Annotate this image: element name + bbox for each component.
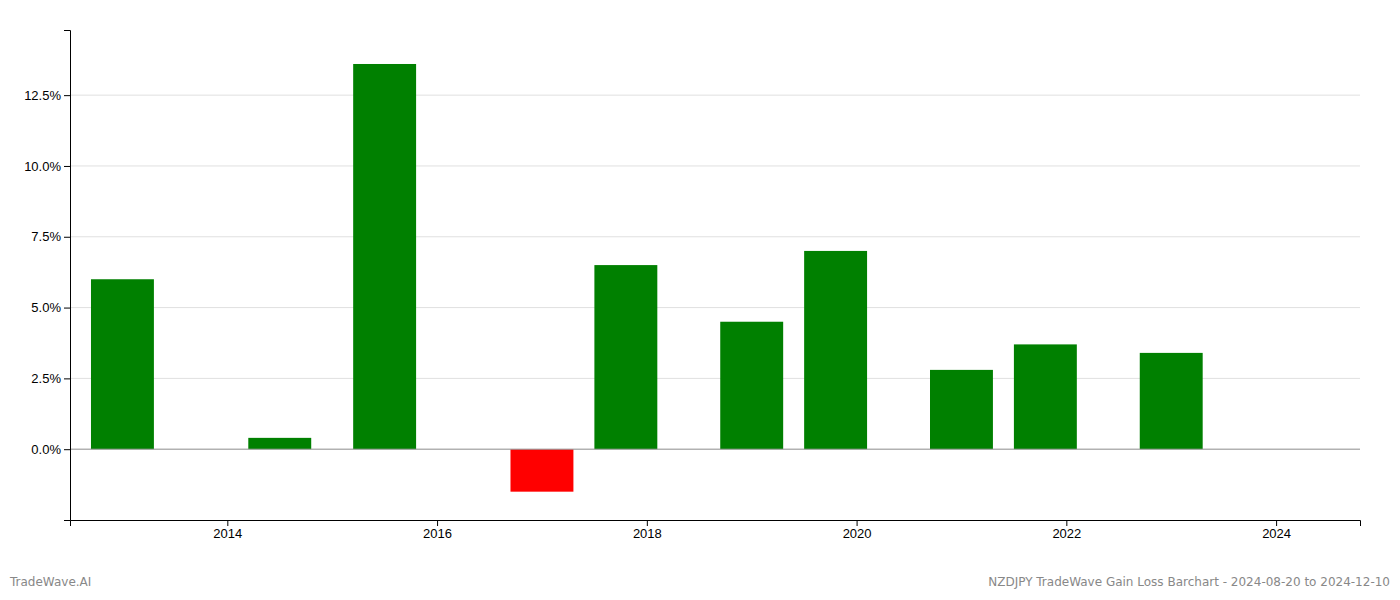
y-tick-label: 10.0% [24,159,61,174]
y-axis-line [64,31,71,521]
y-axis: 0.0% 2.5% 5.0% 7.5% 10.0% 12.5% [24,31,70,521]
bar [1140,353,1203,449]
y-tick-mark [64,308,70,309]
y-tick-mark [64,166,70,167]
footer-text: NZDJPY TradeWave Gain Loss Barchart - 20… [988,575,1390,589]
y-tick: 12.5% [24,88,70,103]
x-tick-mark [857,520,858,526]
annotations: TradeWave.AI NZDJPY TradeWave Gain Loss B… [9,575,1390,589]
x-tick-label: 2014 [213,526,242,541]
grid-line [70,165,1360,166]
y-tick-label: 7.5% [31,229,61,244]
y-tick: 2.5% [31,371,70,386]
zero-line [70,449,1360,450]
x-tick-mark [647,520,648,526]
x-tick: 2018 [633,520,662,541]
grid [70,95,1360,449]
y-tick-mark [64,237,70,238]
bars [91,64,1203,492]
x-tick: 2022 [1052,520,1081,541]
x-axis: 2014 2016 2018 2020 2022 2024 [71,520,1361,541]
bar [91,279,154,449]
bar [353,64,416,449]
x-tick-label: 2018 [633,526,662,541]
y-tick-mark [64,95,70,96]
y-tick-label: 5.0% [31,300,61,315]
x-tick: 2016 [423,520,452,541]
y-tick: 5.0% [31,300,70,315]
x-tick-mark [227,520,228,526]
y-tick: 7.5% [31,229,70,244]
x-tick: 2014 [213,520,242,541]
x-tick: 2024 [1262,520,1291,541]
x-tick-mark [1066,520,1067,526]
bar [804,251,867,449]
x-tick-label: 2022 [1052,526,1081,541]
x-tick: 2020 [843,520,872,541]
grid-line [70,236,1360,237]
chart-container: 2014 2016 2018 2020 2022 2024 0.0% 2.5% 5.0% 7.5%… [0,0,1400,600]
y-tick-label: 2.5% [31,371,61,386]
x-tick-mark [437,520,438,526]
x-tick-label: 2020 [843,526,872,541]
y-tick-mark [64,449,70,450]
bar [1014,344,1077,449]
grid-line [70,95,1360,96]
grid-line [70,307,1360,308]
bar [930,370,993,449]
bar [594,265,657,449]
y-tick-label: 0.0% [31,442,61,457]
chart-svg: 2014 2016 2018 2020 2022 2024 0.0% 2.5% 5.0% 7.5%… [0,0,1400,600]
x-tick-label: 2016 [423,526,452,541]
footer-text: TradeWave.AI [9,575,91,589]
y-tick-mark [64,378,70,379]
y-tick: 10.0% [24,159,70,174]
bar [248,438,311,449]
grid-line [70,449,1360,450]
bar [720,322,783,449]
bar [510,449,573,491]
x-axis-line [71,521,1361,527]
y-tick: 0.0% [31,442,70,457]
x-tick-mark [1276,520,1277,526]
x-tick-label: 2024 [1262,526,1291,541]
y-tick-label: 12.5% [24,88,61,103]
